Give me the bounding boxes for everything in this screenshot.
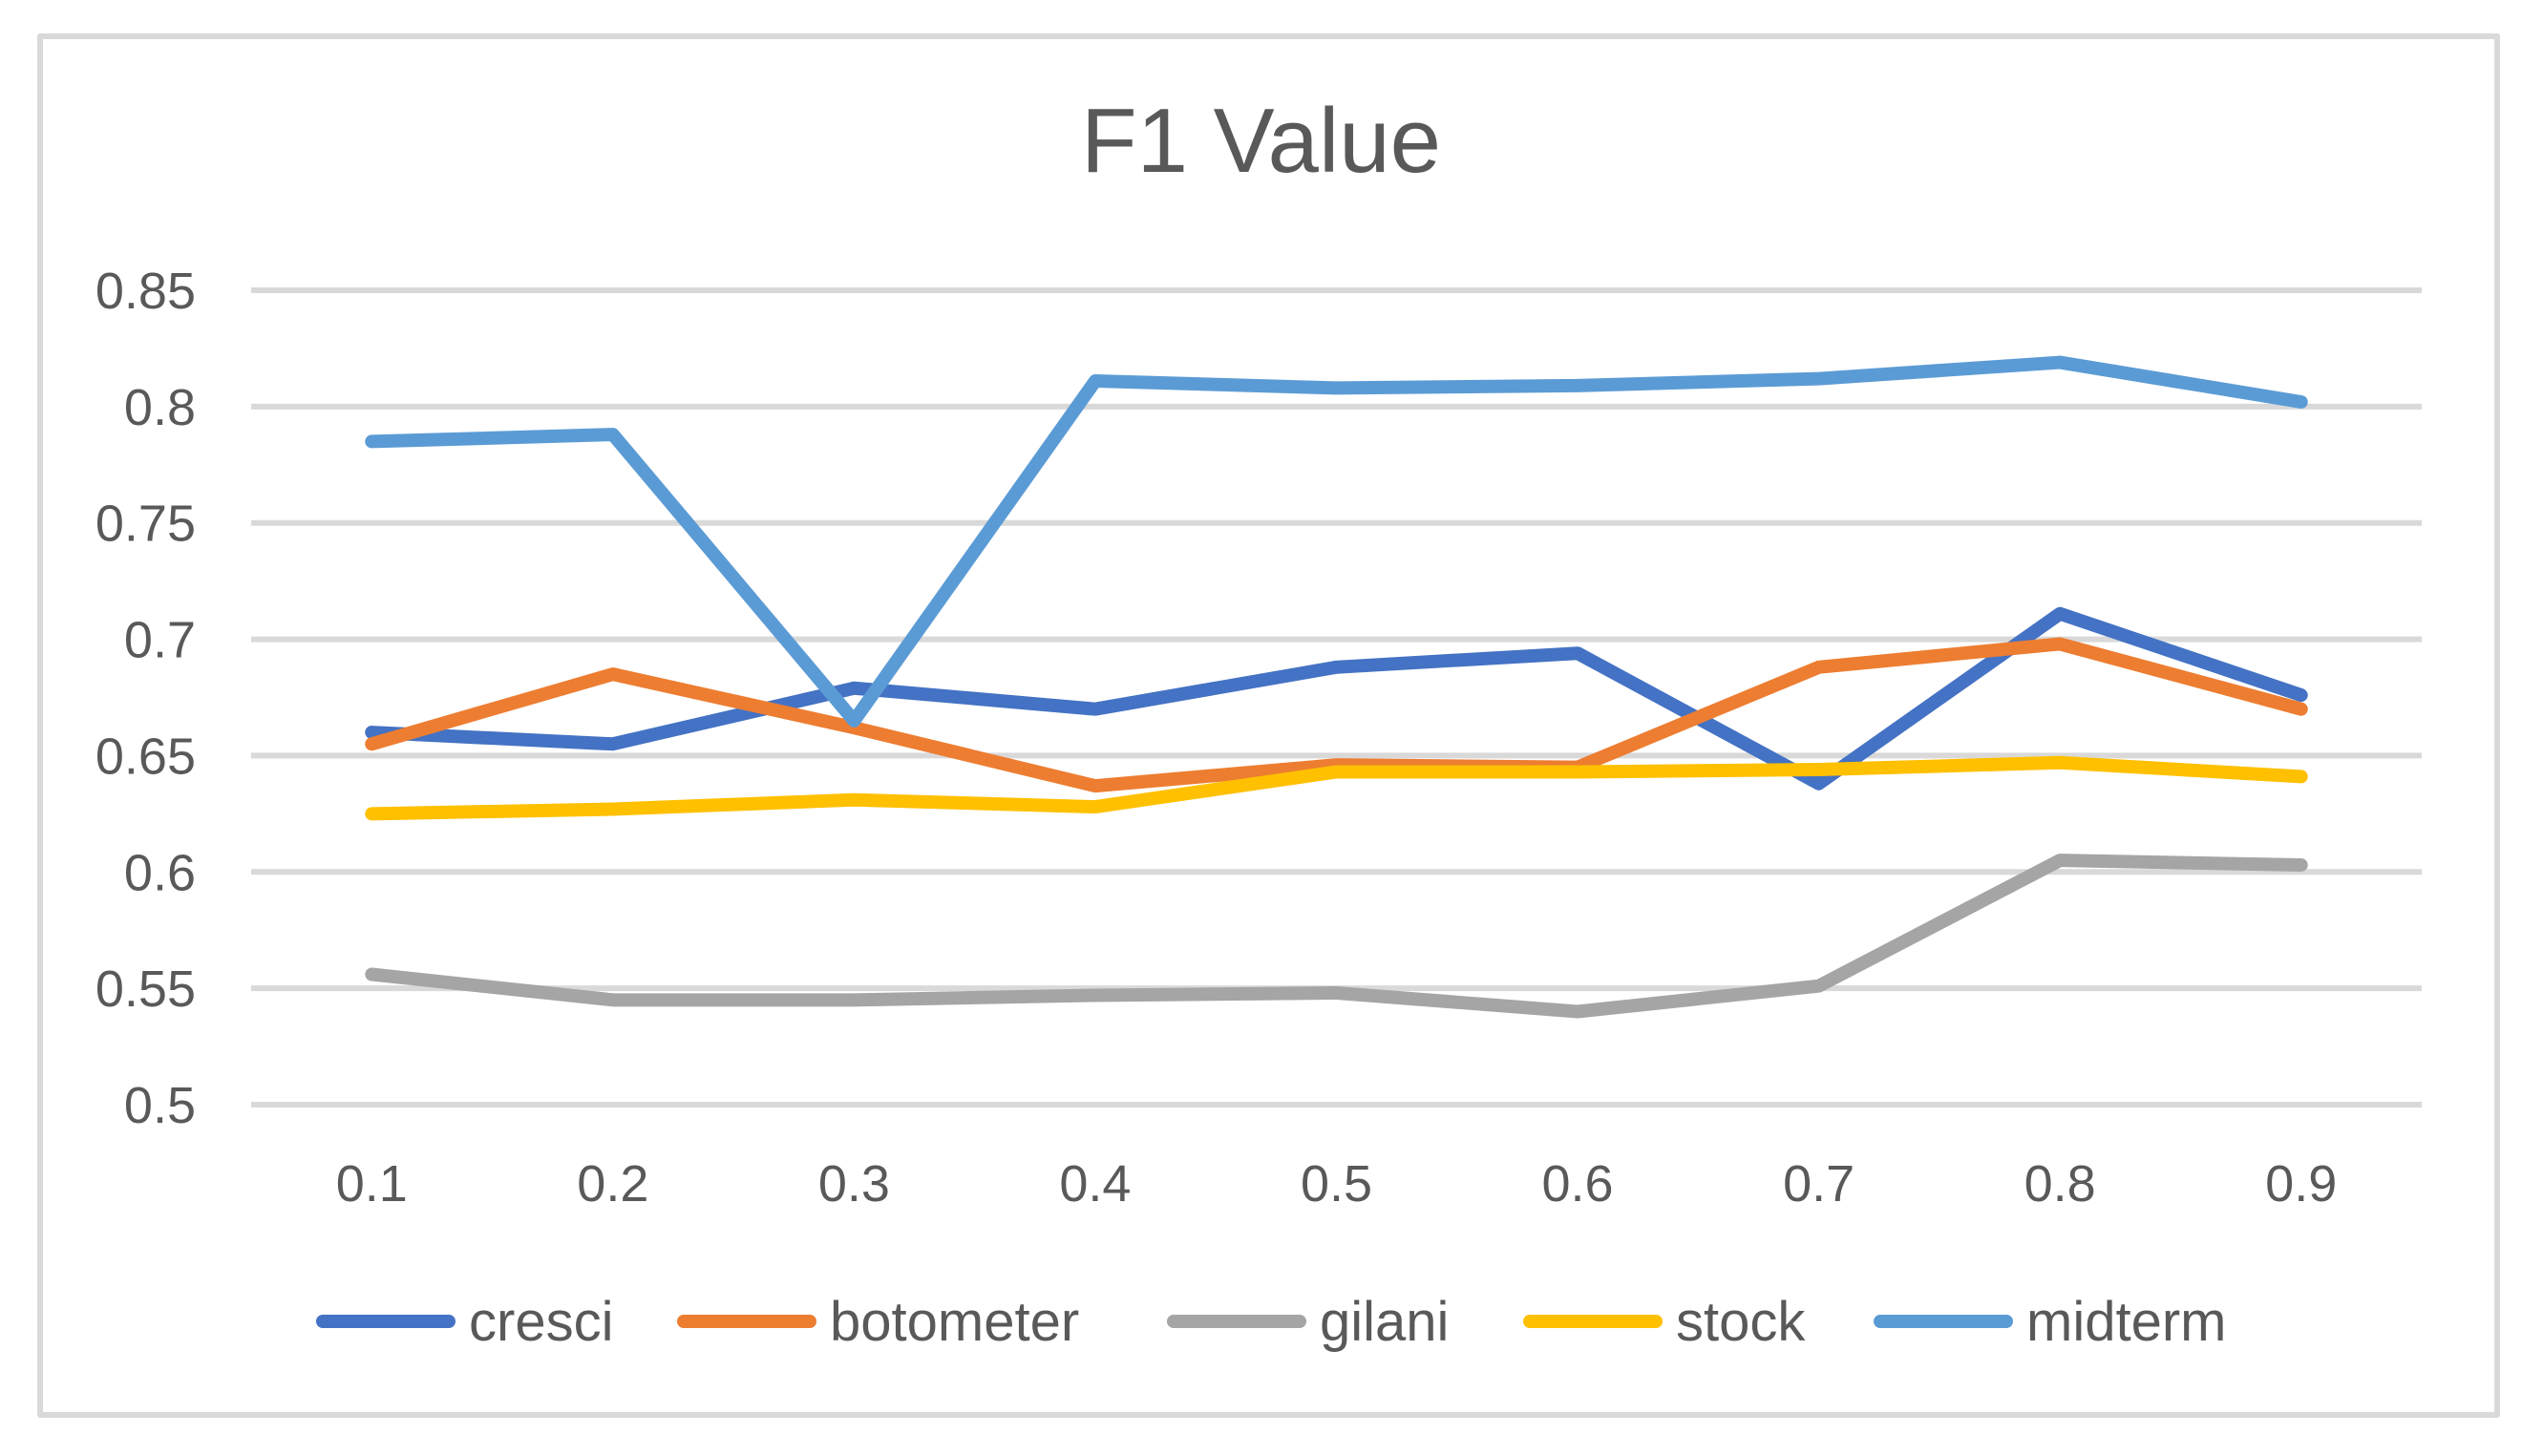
y-tick-label: 0.55 bbox=[95, 960, 196, 1018]
series-line-botometer bbox=[365, 637, 2308, 793]
x-tick-label: 0.4 bbox=[1059, 1155, 1131, 1213]
x-tick-label: 0.6 bbox=[1542, 1155, 1614, 1213]
y-tick-label: 0.65 bbox=[95, 728, 196, 785]
x-tick-label: 0.8 bbox=[2024, 1155, 2096, 1213]
legend-item-gilani: gilani bbox=[1167, 1283, 1449, 1360]
x-tick-label: 0.5 bbox=[1301, 1155, 1372, 1213]
legend-item-cresci: cresci bbox=[316, 1283, 613, 1360]
legend-swatch-stock bbox=[1523, 1315, 1663, 1328]
series-line-cresci bbox=[365, 606, 2308, 791]
legend-label: gilani bbox=[1320, 1290, 1450, 1353]
y-tick-label: 0.75 bbox=[95, 496, 196, 553]
legend-swatch-cresci bbox=[316, 1315, 456, 1328]
y-tick-label: 0.5 bbox=[124, 1077, 196, 1134]
legend-label: midterm bbox=[2026, 1290, 2227, 1353]
legend-swatch-midterm bbox=[1874, 1315, 2013, 1328]
y-tick-label: 0.8 bbox=[124, 379, 196, 436]
x-tick-label: 0.9 bbox=[2265, 1155, 2337, 1213]
x-tick-label: 0.2 bbox=[577, 1155, 648, 1213]
legend-label: botometer bbox=[830, 1290, 1080, 1353]
legend-label: stock bbox=[1676, 1290, 1806, 1353]
x-tick-label: 0.3 bbox=[818, 1155, 890, 1213]
legend-item-botometer: botometer bbox=[677, 1283, 1079, 1360]
chart-title: F1 Value bbox=[1080, 90, 1442, 192]
series-line-stock bbox=[365, 755, 2308, 821]
legend-item-stock: stock bbox=[1523, 1283, 1805, 1360]
series-line-gilani bbox=[365, 854, 2308, 1019]
y-tick-label: 0.7 bbox=[124, 612, 196, 669]
legend-item-midterm: midterm bbox=[1874, 1283, 2226, 1360]
y-tick-label: 0.85 bbox=[95, 263, 196, 320]
x-tick-label: 0.1 bbox=[336, 1155, 408, 1213]
series-line-midterm bbox=[365, 355, 2308, 728]
legend-swatch-gilani bbox=[1167, 1315, 1306, 1328]
x-tick-label: 0.7 bbox=[1783, 1155, 1854, 1213]
legend-swatch-botometer bbox=[677, 1315, 816, 1328]
legend-label: cresci bbox=[469, 1290, 614, 1353]
y-tick-label: 0.6 bbox=[124, 844, 196, 901]
legend: cresci botometer gilani stock midterm bbox=[0, 1283, 2522, 1360]
